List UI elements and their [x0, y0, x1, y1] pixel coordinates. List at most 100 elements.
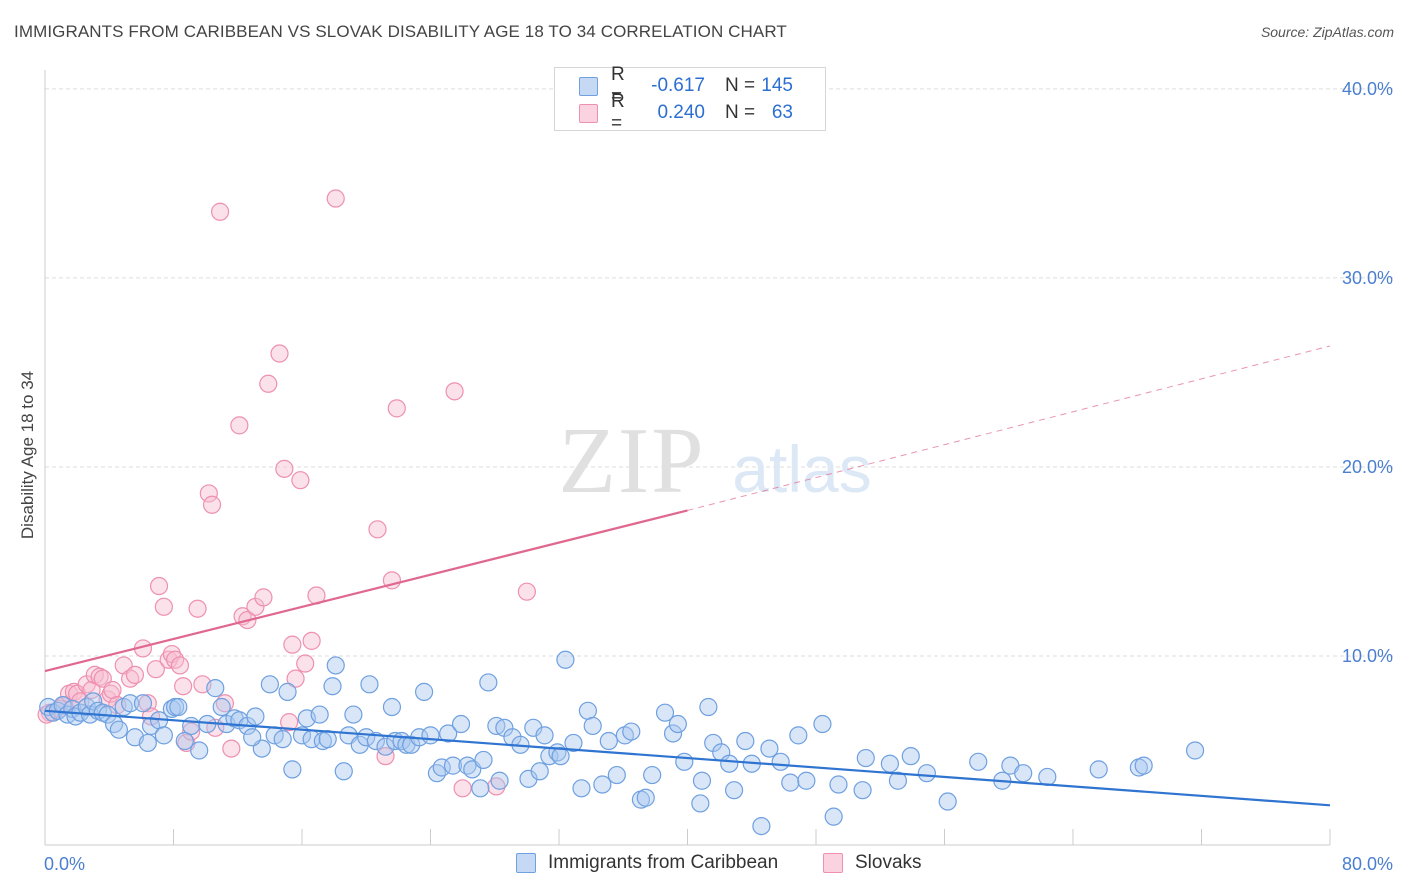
caribbean-point	[655, 703, 675, 722]
caribbean-point	[636, 788, 655, 807]
slovaks-point	[286, 669, 305, 688]
caribbean-point	[360, 675, 379, 694]
watermark: ZIP atlas	[559, 409, 872, 513]
caribbean-point	[1089, 760, 1108, 779]
x-tick-label: 80.0%	[1342, 854, 1393, 874]
slovaks-trend-line	[44, 509, 688, 673]
trend-lines	[44, 345, 1331, 807]
caribbean-point	[829, 775, 848, 794]
slovaks-point	[230, 416, 249, 435]
caribbean-point	[273, 730, 292, 749]
caribbean-point	[901, 747, 920, 766]
caribbean-point	[771, 752, 790, 771]
legend-label-caribbean: Immigrants from Caribbean	[548, 852, 779, 873]
caribbean-point	[326, 656, 345, 675]
y-tick-label: 20.0%	[1342, 457, 1393, 477]
caribbean-point	[572, 779, 591, 798]
caribbean-point	[278, 682, 297, 701]
caribbean-point	[246, 707, 265, 726]
slovaks-point	[280, 713, 299, 732]
caribbean-point	[121, 694, 140, 713]
legend-swatch-blue	[516, 853, 536, 873]
legend-r-label: R =	[611, 91, 625, 134]
slovaks-point	[445, 382, 464, 401]
slovaks-point	[275, 459, 294, 478]
slovaks-point	[103, 680, 122, 700]
slovaks-point	[283, 635, 302, 654]
caribbean-point	[109, 720, 128, 739]
caribbean-point	[535, 726, 554, 745]
caribbean-point	[853, 781, 872, 800]
caribbean-point	[366, 731, 385, 751]
legend-row-slovaks: R = 0.240 N = 63	[579, 91, 793, 134]
caribbean-point	[888, 771, 908, 790]
caribbean-point	[432, 758, 451, 777]
caribbean-point	[856, 748, 875, 768]
slovaks-point	[368, 520, 387, 539]
slovaks-point	[146, 660, 165, 679]
caribbean-point	[880, 754, 899, 773]
y-axis-label: Disability Age 18 to 34	[18, 370, 37, 540]
caribbean-point	[1038, 767, 1057, 787]
caribbean-point	[736, 731, 755, 751]
x-tick-label: 0.0%	[44, 854, 85, 874]
slovaks-point	[270, 344, 289, 363]
caribbean-point	[154, 726, 173, 745]
y-tick-label: 40.0%	[1342, 79, 1393, 99]
legend-n-value: 145	[761, 75, 793, 96]
slovaks-point	[326, 189, 345, 208]
caribbean-point	[663, 724, 683, 743]
legend-item-caribbean[interactable]: Immigrants from Caribbean	[516, 852, 778, 874]
legend-swatch-blue	[579, 76, 598, 96]
x-tick-labels: 0.0% 80.0%	[44, 854, 1393, 874]
legend-swatch-pink	[823, 853, 843, 873]
caribbean-point	[182, 716, 201, 736]
caribbean-point	[720, 754, 739, 773]
slovaks-point	[302, 631, 321, 650]
caribbean-point	[414, 682, 434, 701]
slovaks-point	[210, 202, 230, 221]
caribbean-point	[622, 722, 641, 741]
caribbean-point	[334, 762, 353, 781]
caribbean-points	[39, 650, 1205, 836]
caribbean-point	[427, 764, 447, 783]
caribbean-point	[969, 752, 988, 771]
caribbean-point	[190, 741, 209, 760]
caribbean-point	[789, 726, 808, 745]
chart-title: IMMIGRANTS FROM CARIBBEAN VS SLOVAK DISA…	[14, 22, 787, 41]
slovaks-trend-extension	[687, 345, 1331, 511]
legend-label-slovaks: Slovaks	[855, 852, 922, 873]
legend-item-slovaks[interactable]: Slovaks	[823, 852, 922, 874]
caribbean-point	[530, 762, 549, 781]
legend-n-value: 63	[771, 102, 793, 123]
caribbean-point	[752, 816, 771, 836]
caribbean-point	[318, 730, 337, 749]
caribbean-point	[583, 716, 602, 736]
caribbean-point	[699, 697, 718, 717]
caribbean-point	[760, 739, 779, 758]
legend-r-label: R =	[611, 64, 625, 107]
caribbean-point	[175, 731, 194, 751]
slovaks-point	[170, 656, 190, 675]
caribbean-point	[283, 760, 302, 779]
caribbean-point	[1185, 741, 1205, 760]
source-label: Source: ZipAtlas.com	[1260, 24, 1394, 40]
legend-n-label: N =	[725, 102, 756, 123]
slovaks-point	[166, 650, 185, 669]
correlation-legend: R = -0.617 N = 145 R = 0.240 N = 63	[554, 64, 826, 134]
slovaks-points	[37, 189, 536, 798]
caribbean-point	[421, 726, 440, 745]
legend-n-label: N =	[725, 75, 756, 96]
caribbean-point	[813, 714, 832, 734]
slovaks-point	[199, 484, 218, 503]
caribbean-trend-line	[44, 709, 1331, 807]
slovaks-point	[296, 654, 315, 673]
caribbean-point	[53, 696, 72, 715]
caribbean-point	[451, 714, 471, 734]
caribbean-point	[243, 728, 262, 747]
caribbean-point	[439, 724, 458, 743]
slovaks-point	[188, 599, 207, 618]
caribbean-point	[162, 699, 181, 719]
caribbean-point	[376, 737, 395, 756]
